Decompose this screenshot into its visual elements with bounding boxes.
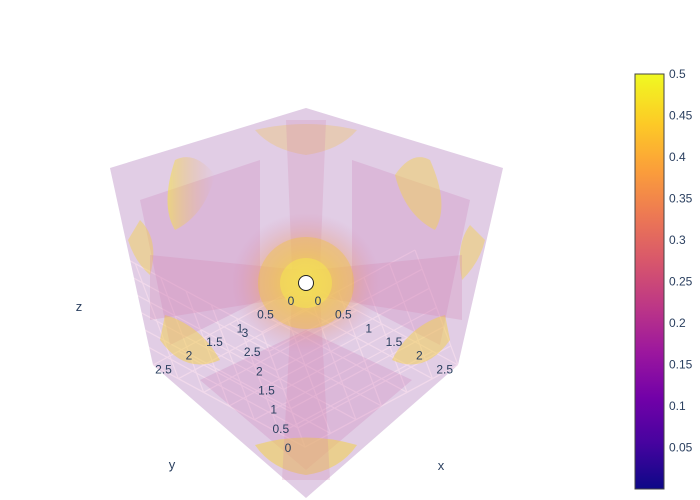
y-tick-label: 2 [186, 349, 193, 363]
edge-lobe-top [255, 124, 357, 155]
colorbar-tick-label: 0.2 [669, 316, 686, 330]
x-tick-label: 0.5 [335, 308, 352, 322]
grid-line [304, 364, 459, 448]
colorbar-tick-label: 0.35 [669, 192, 693, 206]
volume-shell-right [352, 160, 470, 345]
edge-lobe-bottom-left [160, 315, 220, 365]
x-tick-label: 2 [416, 349, 423, 363]
axis-ticks: 0 0.5 1 1.5 2 2.5 0 0.5 1 1.5 2 2.5 0 0.5 1 1.5 2 2.5 3 [155, 294, 453, 455]
colorbar-tick-label: 0.05 [669, 441, 693, 455]
x-axis-title: x [438, 458, 445, 473]
colorbar-tick-label: 0.5 [669, 67, 686, 81]
x-tick-label: 2.5 [436, 362, 453, 376]
z-tick-label: 1 [270, 403, 277, 417]
colorbar-tick-label: 0.3 [669, 233, 686, 247]
x-tick-label: 0 [315, 294, 322, 308]
grid-line [116, 268, 270, 352]
grid-line [152, 364, 306, 448]
colorbar-tick-label: 0.25 [669, 275, 693, 289]
y-tick-label: 2.5 [155, 362, 172, 376]
colorbar-tick-label: 0.45 [669, 109, 693, 123]
y-axis-title: y [169, 457, 176, 472]
volume-render [110, 108, 503, 498]
grid-line [261, 331, 306, 448]
z-tick-label: 1.5 [258, 384, 275, 398]
grid-line [109, 249, 263, 333]
y-tick-label: 1.5 [206, 335, 223, 349]
edge-lobe-bottom-right [392, 315, 450, 365]
z-axis-title: z [76, 299, 83, 314]
colorbar-tick-label: 0.4 [669, 150, 686, 164]
edge-lobe-top-left [167, 157, 215, 230]
edge-lobe-top-right [395, 157, 442, 230]
z-tick-label: 3 [242, 326, 249, 340]
z-tick-label: 0 [285, 441, 292, 455]
grid-line [178, 350, 331, 434]
edge-lobe-right [459, 225, 485, 280]
center-marker [298, 275, 314, 291]
volume-shell-bottom [200, 330, 412, 470]
colorbar-gradient [634, 73, 665, 490]
x-tick-label: 1.5 [386, 335, 403, 349]
edge-lobe-left [128, 220, 154, 275]
colorbar: 0.05 0.1 0.15 0.2 0.25 0.3 0.35 0.4 0.45 0.5 [634, 67, 693, 490]
y-tick-label: 1 [237, 321, 244, 335]
colorbar-tick-label: 0.1 [669, 399, 686, 413]
x-tick-label: 1 [365, 321, 372, 335]
colorbar-ticks: 0.05 0.1 0.15 0.2 0.25 0.3 0.35 0.4 0.45 0.5 [669, 67, 693, 455]
y-tick-label: 0.5 [257, 308, 274, 322]
y-tick-label: 0 [288, 294, 295, 308]
colorbar-tick-label: 0.15 [669, 358, 693, 372]
z-tick-label: 2.5 [244, 345, 261, 359]
z-tick-label: 2 [256, 364, 263, 378]
z-tick-label: 0.5 [272, 422, 289, 436]
edge-lobe-bottom [255, 437, 357, 475]
